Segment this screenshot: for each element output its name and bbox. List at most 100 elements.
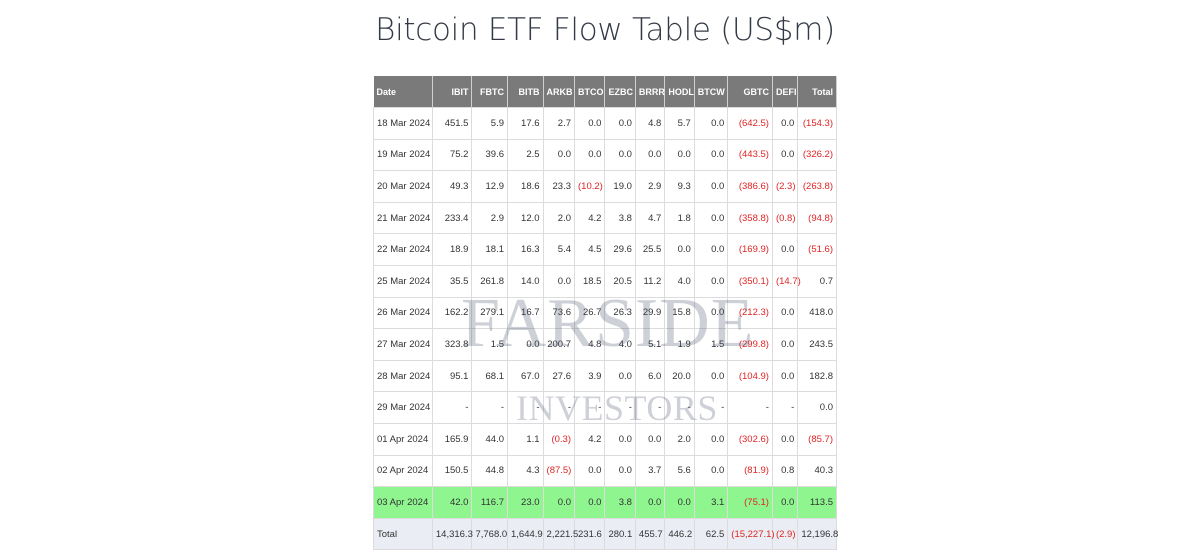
value-cell-ibit: 35.5	[431, 264, 473, 298]
column-header-date: Date	[373, 76, 433, 108]
etf-flow-table: Date IBIT FBTC BITB ARKB BTCO EZBC BRRR …	[373, 76, 838, 551]
value-cell-btcw: 0.0	[693, 454, 729, 488]
table-row: 28 Mar 2024 95.1 68.1 67.0 27.6 3.9 0.0 6.0 20.0…	[373, 359, 837, 393]
value-cell-hodl: 5.7	[664, 107, 695, 140]
value-cell-bitb: 14.0	[507, 264, 544, 298]
value-cell-btco: (10.2)	[573, 170, 606, 203]
column-header-bitb: BITB	[507, 76, 544, 108]
value-cell-ibit: 233.4	[431, 201, 473, 235]
value-cell-hodl: 2.0	[664, 422, 695, 456]
value-cell-total: (154.3)	[797, 107, 837, 140]
value-cell-hodl: 4.0	[664, 264, 695, 298]
value-cell-total: (326.2)	[797, 138, 837, 172]
value-cell-bitb: -	[507, 391, 544, 424]
value-cell-total: 113.5	[797, 486, 837, 519]
value-cell-fbtc: -	[471, 391, 508, 424]
value-cell-gbtc: (386.6)	[727, 170, 773, 203]
value-cell-hodl: 1.8	[664, 201, 695, 235]
value-cell-btco: 0.0	[573, 138, 606, 172]
value-cell-gbtc: (212.3)	[727, 296, 773, 330]
value-cell-ezbc: 26.3	[604, 296, 636, 330]
value-cell-gbtc: (302.6)	[727, 422, 773, 456]
value-cell-hodl: 15.8	[664, 296, 695, 330]
value-cell-bitb: 12.0	[507, 201, 544, 235]
value-cell-total: (94.8)	[797, 201, 837, 235]
table-row: 21 Mar 2024 233.4 2.9 12.0 2.0 4.2 3.8 4.7 1.8 0.…	[373, 201, 837, 235]
table-row: 19 Mar 2024 75.2 39.6 2.5 0.0 0.0 0.0 0.0 0.0 0.0…	[373, 138, 837, 172]
date-cell: 02 Apr 2024	[373, 454, 433, 488]
value-cell-gbtc: (350.1)	[727, 264, 773, 298]
table-row: 22 Mar 2024 18.9 18.1 16.3 5.4 4.5 29.6 25.5 0.0…	[373, 233, 837, 266]
value-cell-gbtc: (358.8)	[727, 201, 773, 235]
value-cell-defi: 0.0	[771, 486, 799, 519]
value-cell-defi: (14.7)	[771, 264, 801, 298]
value-cell-brrr: 2.9	[634, 170, 666, 203]
column-header-btco: BTCO	[574, 76, 606, 108]
value-cell-total: 182.8	[797, 359, 837, 393]
date-cell: 03 Apr 2024	[373, 486, 433, 519]
value-cell-ezbc: 0.0	[604, 454, 636, 488]
value-cell-defi: 0.0	[771, 328, 799, 361]
column-header-arkb: ARKB	[543, 76, 576, 108]
value-cell-total: (85.7)	[797, 422, 837, 456]
value-cell-btcw: 1.5	[693, 328, 729, 361]
value-cell-gbtc: (299.8)	[727, 328, 773, 361]
value-cell-hodl: 5.6	[664, 454, 695, 488]
date-cell: 29 Mar 2024	[373, 391, 433, 424]
date-cell: 22 Mar 2024	[373, 233, 433, 266]
value-cell-ezbc: 0.0	[604, 138, 636, 172]
column-header-btcw: BTCW	[694, 76, 729, 108]
column-header-defi: DEFI	[772, 76, 799, 108]
value-cell-gbtc: (81.9)	[727, 454, 773, 488]
value-cell-brrr: 29.9	[634, 296, 666, 330]
value-cell-total: 0.7	[797, 264, 837, 298]
value-cell-ezbc: 4.0	[604, 328, 636, 361]
value-cell-fbtc: 18.1	[471, 233, 508, 266]
date-cell: 26 Mar 2024	[373, 296, 433, 330]
value-cell-defi: 0.0	[771, 233, 799, 266]
value-cell-btcw: 0.0	[693, 233, 729, 266]
value-cell-fbtc: 44.8	[471, 454, 508, 488]
value-cell-brrr: 0.0	[634, 138, 666, 172]
value-cell-arkb: 2.7	[542, 107, 576, 140]
value-cell-fbtc: 68.1	[471, 359, 508, 393]
value-cell-bitb: 67.0	[507, 359, 544, 393]
value-cell-fbtc: 116.7	[471, 486, 508, 519]
date-cell: 01 Apr 2024	[373, 422, 433, 456]
value-cell-brrr: 11.2	[634, 264, 666, 298]
column-header-fbtc: FBTC	[471, 76, 508, 108]
value-cell-bitb: 1.1	[507, 422, 544, 456]
value-cell-arkb: -	[542, 391, 576, 424]
value-cell-arkb: 2,221.5	[542, 517, 578, 551]
table-row: 02 Apr 2024 150.5 44.8 4.3 (87.5) 0.0 0.0 3.7 5.…	[373, 454, 837, 488]
value-cell-arkb: 2.0	[542, 201, 576, 235]
page-title: Bitcoin ETF Flow Table (US$m)	[375, 12, 835, 48]
value-cell-defi: 0.8	[771, 454, 799, 488]
value-cell-gbtc: (642.5)	[727, 107, 773, 140]
value-cell-brrr: -	[634, 391, 666, 424]
value-cell-btcw: 0.0	[693, 170, 729, 203]
table-row: 26 Mar 2024 162.2 279.1 16.7 73.6 26.7 26.3 29.…	[373, 296, 837, 330]
date-cell: Total	[373, 517, 433, 551]
value-cell-bitb: 0.0	[507, 328, 544, 361]
table-body: 18 Mar 2024 451.5 5.9 17.6 2.7 0.0 0.0 4.8 5.7 0.…	[373, 107, 838, 551]
table-row: 20 Mar 2024 49.3 12.9 18.6 23.3 (10.2) 19.0 2.9…	[373, 170, 837, 203]
table-header-row: Date IBIT FBTC BITB ARKB BTCO EZBC BRRR …	[373, 76, 837, 108]
value-cell-ibit: 150.5	[431, 454, 473, 488]
value-cell-btcw: 0.0	[693, 201, 729, 235]
date-cell: 28 Mar 2024	[373, 359, 433, 393]
value-cell-arkb: 200.7	[542, 328, 576, 361]
value-cell-ibit: 165.9	[431, 422, 473, 456]
value-cell-bitb: 23.0	[507, 486, 544, 519]
value-cell-ibit: 451.5	[431, 107, 473, 140]
value-cell-brrr: 5.1	[634, 328, 666, 361]
value-cell-defi: (2.9)	[771, 517, 799, 551]
value-cell-bitb: 17.6	[507, 107, 544, 140]
value-cell-btco: 4.2	[573, 422, 606, 456]
table-row-total: Total 14,316.3 7,768.0 1,644.9 2,221.5 231.6 2…	[373, 517, 838, 551]
value-cell-total: 40.3	[797, 454, 837, 488]
value-cell-bitb: 2.5	[507, 138, 544, 172]
value-cell-hodl: 0.0	[664, 138, 695, 172]
value-cell-btcw: 0.0	[693, 264, 729, 298]
value-cell-defi: (2.3)	[771, 170, 799, 203]
